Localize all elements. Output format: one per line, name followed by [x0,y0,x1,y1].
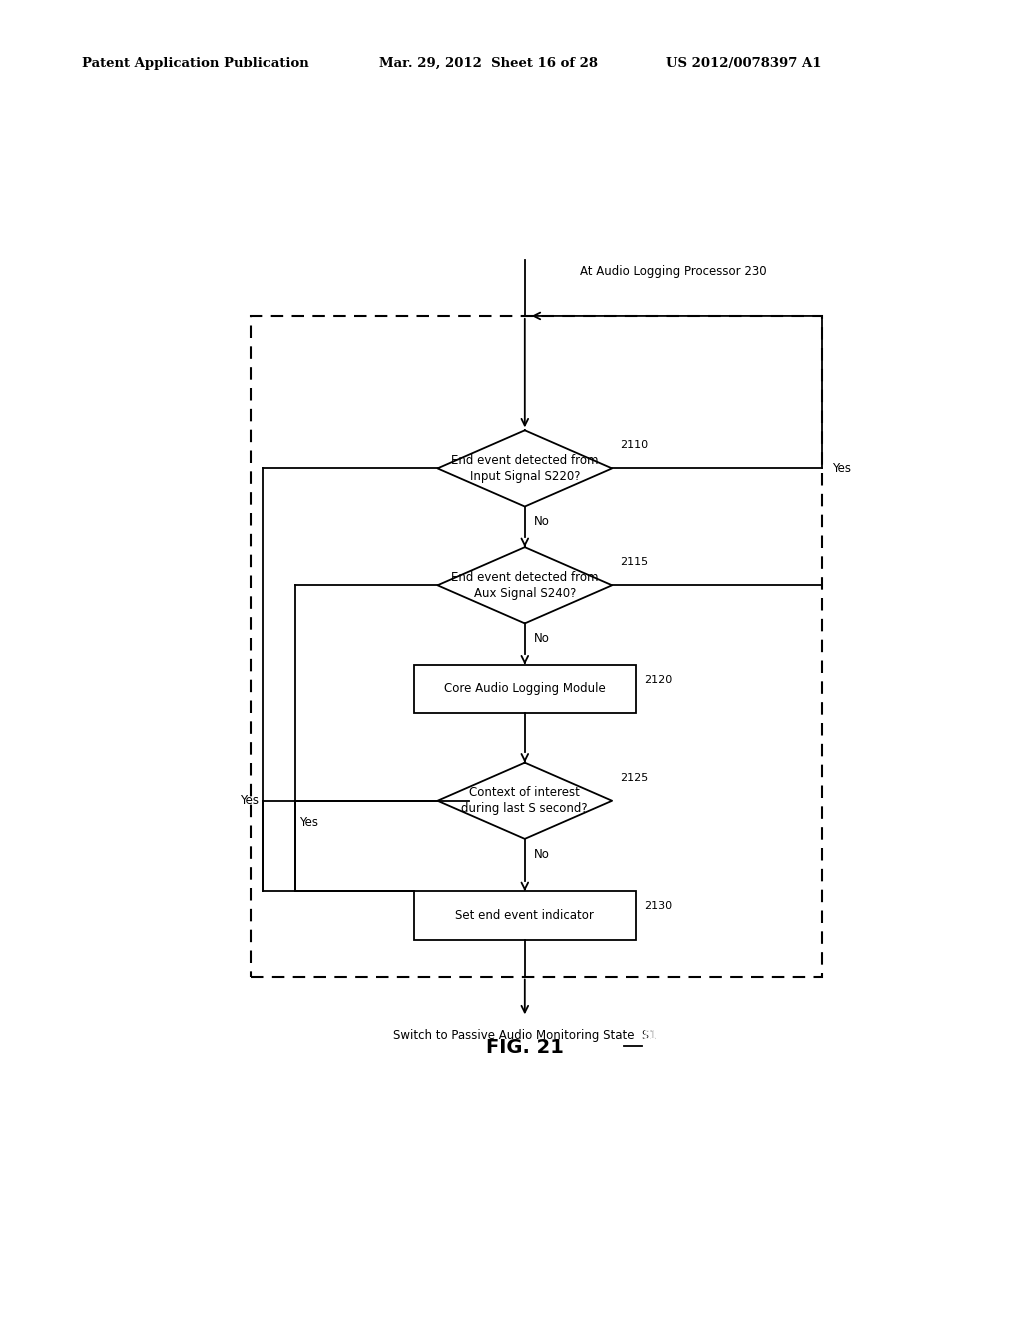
Text: No: No [535,515,550,528]
Text: Mar. 29, 2012  Sheet 16 of 28: Mar. 29, 2012 Sheet 16 of 28 [379,57,598,70]
Text: Set end event indicator: Set end event indicator [456,909,594,923]
Text: Core Audio Logging Module: Core Audio Logging Module [444,682,605,696]
Text: 2120: 2120 [644,675,672,685]
Bar [414,664,636,713]
Bar [414,891,636,940]
Text: 2125: 2125 [620,772,648,783]
Text: Yes: Yes [831,462,851,475]
Text: 2115: 2115 [620,557,648,568]
Text: US 2012/0078397 A1: US 2012/0078397 A1 [666,57,821,70]
Text: 2110: 2110 [620,441,648,450]
Text: 2130: 2130 [644,902,672,911]
Text: S1: S1 [642,1030,657,1043]
Text: At Audio Logging Processor 230: At Audio Logging Processor 230 [581,265,767,279]
Text: Yes: Yes [299,816,317,829]
Text: Patent Application Publication: Patent Application Publication [82,57,308,70]
Text: End event detected from
Input Signal S220?: End event detected from Input Signal S22… [451,454,599,483]
Text: No: No [535,632,550,645]
Text: No: No [535,849,550,862]
Text: End event detected from
Aux Signal S240?: End event detected from Aux Signal S240? [451,570,599,599]
Text: FIG. 21: FIG. 21 [485,1039,564,1057]
Text: Switch to Passive Audio Monitoring State  S1: Switch to Passive Audio Monitoring State… [393,1030,656,1043]
Text: Yes: Yes [240,795,259,808]
Text: Context of interest
during last S second?: Context of interest during last S second… [462,787,588,816]
Bar [251,315,822,977]
